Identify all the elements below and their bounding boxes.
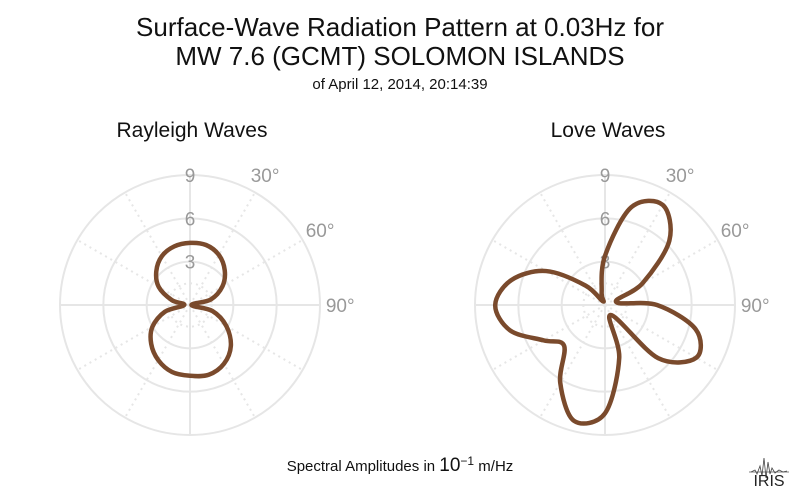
grid-spoke-60 [604, 239, 719, 306]
angle-tick-label: 60° [721, 221, 750, 242]
caption-prefix: Spectral Amplitudes in [286, 458, 440, 475]
grid-spoke-30 [604, 191, 671, 306]
caption-unit: m/Hz [474, 458, 514, 475]
amplitude-unit-caption: Spectral Amplitudes in 10−1 m/Hz [0, 454, 800, 477]
grid-spoke-120 [604, 304, 719, 371]
angle-tick-label: 90° [326, 296, 355, 317]
angle-tick-label: 30° [251, 166, 280, 187]
grid-spoke-300 [76, 239, 191, 306]
radial-tick-label: 3 [185, 253, 196, 274]
grid-spoke-150 [604, 304, 671, 419]
grid-spoke-150 [189, 304, 256, 419]
radiation-pattern-curve [148, 240, 234, 379]
angle-tick-label: 60° [306, 221, 335, 242]
radial-tick-label: 6 [185, 209, 196, 230]
rayleigh-polar-plot: 3 6 9 30° 60° 90° [59, 166, 355, 436]
angle-tick-label: 90° [741, 296, 770, 317]
caption-base: 10 [439, 455, 461, 476]
logo-text: IRIS [753, 473, 784, 488]
radial-tick-label: 9 [185, 166, 196, 187]
iris-logo: IRIS [749, 457, 789, 488]
grid-spoke-120 [189, 304, 304, 371]
grid-spoke-210 [539, 304, 606, 419]
chart-title-line2: MW 7.6 (GCMT) SOLOMON ISLANDS [175, 41, 625, 71]
chart-title-line1: Surface-Wave Radiation Pattern at 0.03Hz… [136, 12, 664, 42]
love-polar-plot: 369 30°60°90° [474, 166, 770, 436]
radiation-pattern-curve [492, 198, 704, 426]
angle-tick-label: 30° [666, 166, 695, 187]
love-panel-title: Love Waves [550, 119, 666, 142]
grid-spoke-60 [189, 239, 304, 306]
grid-spoke-330 [539, 191, 606, 306]
grid-spoke-330 [124, 191, 191, 306]
radial-tick-label: 9 [600, 166, 611, 187]
grid-spoke-210 [124, 304, 191, 419]
rayleigh-panel-title: Rayleigh Waves [116, 119, 268, 142]
grid-spoke-30 [189, 191, 256, 306]
radial-tick-label: 6 [600, 209, 611, 230]
caption-exponent: −1 [460, 454, 475, 468]
grid-spoke-240 [76, 304, 191, 371]
grid-spoke-240 [491, 304, 606, 371]
grid-spoke-300 [491, 239, 606, 306]
chart-subtitle: of April 12, 2014, 20:14:39 [312, 76, 488, 93]
